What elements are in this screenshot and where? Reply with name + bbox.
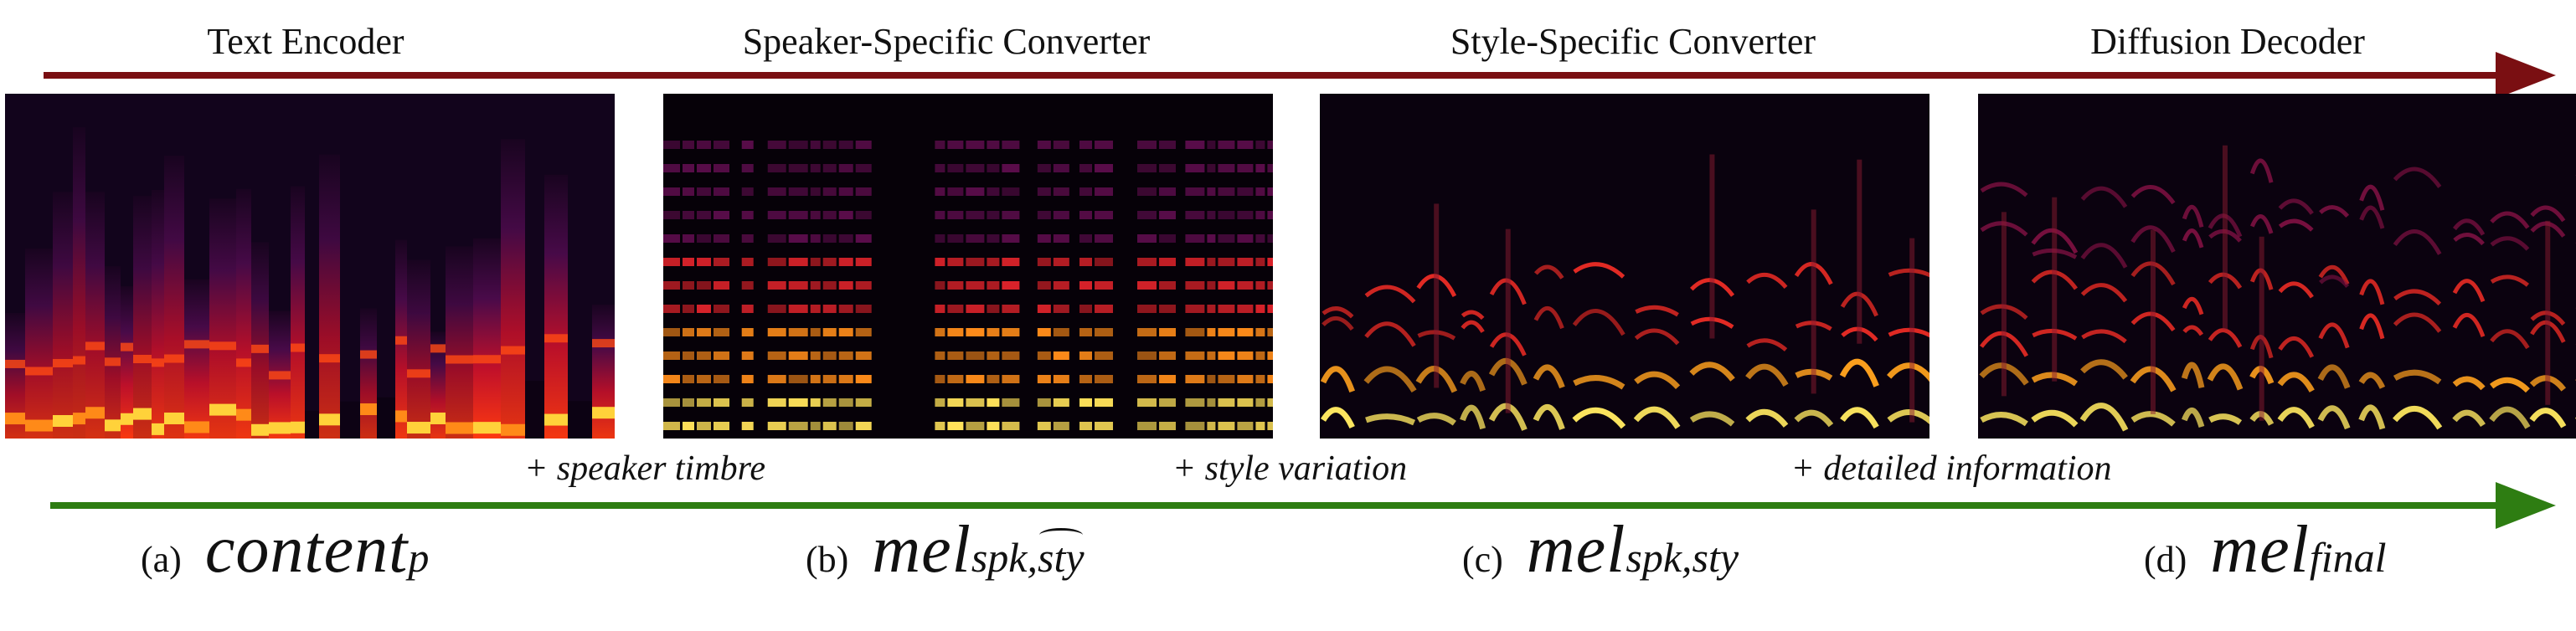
- caption-c-tag: (c): [1462, 539, 1503, 580]
- caption-b-symbol: mel: [872, 513, 971, 587]
- spectrogram-a-image: [5, 94, 615, 439]
- caption-b-sub-head: spk,: [971, 534, 1038, 581]
- caption-c: (c) mel spk,sty: [1462, 512, 1739, 604]
- caption-d-subscript: final: [2309, 534, 2387, 581]
- spectrogram-b: [663, 94, 1273, 439]
- spectrogram-a: [5, 94, 615, 439]
- caption-c-subscript: spk,sty: [1625, 534, 1739, 581]
- addition-style-variation: + style variation: [1172, 449, 1408, 488]
- caption-d-symbol: mel: [2210, 513, 2310, 587]
- caption-a-tag: (a): [141, 539, 182, 580]
- caption-a-symbol: content: [204, 513, 409, 587]
- caption-a: (a) content p: [141, 512, 429, 604]
- caption-b-subscript: spk,sty: [971, 528, 1084, 582]
- caption-c-symbol: mel: [1526, 513, 1626, 587]
- caption-b-tag: (b): [806, 539, 849, 580]
- arrow-head-bottom: [2496, 482, 2556, 529]
- stage-label-speaker-converter: Speaker-Specific Converter: [742, 21, 1151, 62]
- caption-d-tag: (d): [2144, 539, 2187, 580]
- spectrogram-d: [1978, 94, 2576, 439]
- caption-b-sub-tilde: sty: [1037, 528, 1084, 581]
- stage-label-diffusion-decoder: Diffusion Decoder: [2090, 21, 2365, 62]
- spectrogram-b-image: [663, 94, 1273, 439]
- stage-label-text-encoder: Text Encoder: [207, 21, 404, 62]
- spectrogram-d-image: [1978, 94, 2576, 439]
- arrow-head-top: [2496, 52, 2556, 99]
- spectrogram-c: [1320, 94, 1929, 439]
- stage-label-style-converter: Style-Specific Converter: [1450, 21, 1816, 62]
- spectrogram-c-image: [1320, 94, 1929, 439]
- addition-detailed-information: + detailed information: [1790, 449, 2112, 488]
- caption-d: (d) mel final: [2144, 512, 2387, 604]
- caption-a-subscript: p: [408, 534, 430, 581]
- addition-speaker-timbre: + speaker timbre: [523, 449, 766, 488]
- caption-b: (b) mel spk,sty: [806, 512, 1084, 604]
